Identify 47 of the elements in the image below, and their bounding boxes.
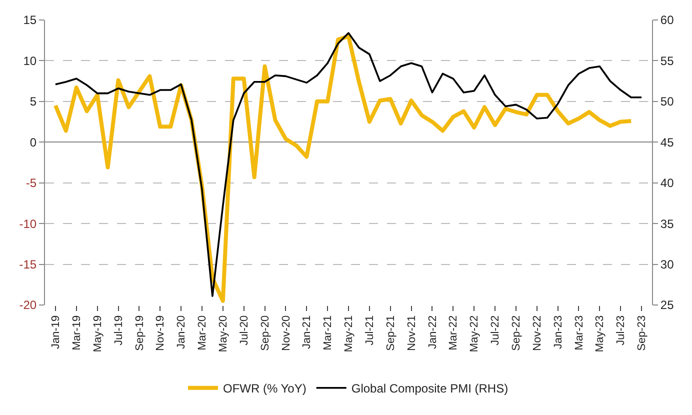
y2-tick-label: 35	[660, 216, 674, 231]
x-tick-label: May-23	[594, 315, 606, 352]
x-tick-label: Sep-22	[510, 315, 523, 351]
x-tick-label: Jul-20	[238, 315, 250, 346]
x-tick-label: May-21	[343, 315, 356, 352]
y-tick-label: 10	[23, 54, 37, 68]
x-tick-label: Mar-22	[448, 315, 460, 350]
y-tick-label: 15	[23, 13, 37, 28]
x-tick-label: Mar-20	[196, 315, 209, 350]
x-tick-label: Jul-23	[615, 315, 628, 346]
x-tick-label: May-19	[92, 315, 104, 352]
x-tick-label: Nov-21	[406, 315, 418, 351]
y2-tick-label: 25	[660, 298, 674, 312]
x-tick-label: Jan-23	[552, 315, 564, 350]
y2-tick-label: 60	[660, 13, 674, 28]
x-tick-label: Nov-19	[154, 315, 167, 351]
y-tick-label: -5	[26, 176, 37, 190]
x-tick-label: May-22	[468, 315, 481, 352]
x-tick-label: Nov-22	[531, 315, 544, 351]
x-tick-label: Jan-19	[50, 315, 62, 350]
x-tick-label: Nov-20	[280, 315, 292, 351]
x-tick-label: Jan-21	[301, 315, 314, 350]
x-tick-label: Mar-23	[573, 315, 586, 350]
y2-tick-label: 45	[660, 135, 674, 150]
x-tick-label: Sep-20	[259, 315, 272, 351]
legend-label: OFWR (% YoY)	[223, 382, 306, 396]
x-tick-label: Jan-22	[426, 315, 439, 350]
y2-tick-label: 55	[660, 54, 674, 68]
x-tick-label: Jan-20	[176, 315, 188, 350]
x-tick-label: Sep-19	[134, 315, 146, 351]
x-tick-label: May-20	[217, 315, 230, 352]
x-tick-label: Jul-22	[490, 315, 502, 346]
x-tick-label: Jul-21	[364, 315, 376, 346]
y-tick-label: 5	[30, 94, 37, 109]
y2-tick-label: 40	[660, 176, 674, 190]
y-tick-label: 0	[30, 135, 37, 150]
legend-label: Global Composite PMI (RHS)	[351, 382, 508, 396]
x-tick-label: Sep-23	[636, 315, 648, 351]
y-tick-label: -10	[19, 216, 37, 231]
x-tick-label: Sep-21	[384, 315, 397, 351]
x-tick-label: Mar-19	[70, 315, 83, 350]
y-tick-label: -20	[19, 298, 37, 312]
y-tick-label: -15	[19, 257, 37, 272]
y2-tick-label: 30	[660, 257, 674, 272]
y2-tick-label: 50	[660, 94, 674, 109]
x-tick-label: Jul-19	[112, 315, 125, 346]
x-tick-label: Mar-21	[322, 315, 334, 350]
